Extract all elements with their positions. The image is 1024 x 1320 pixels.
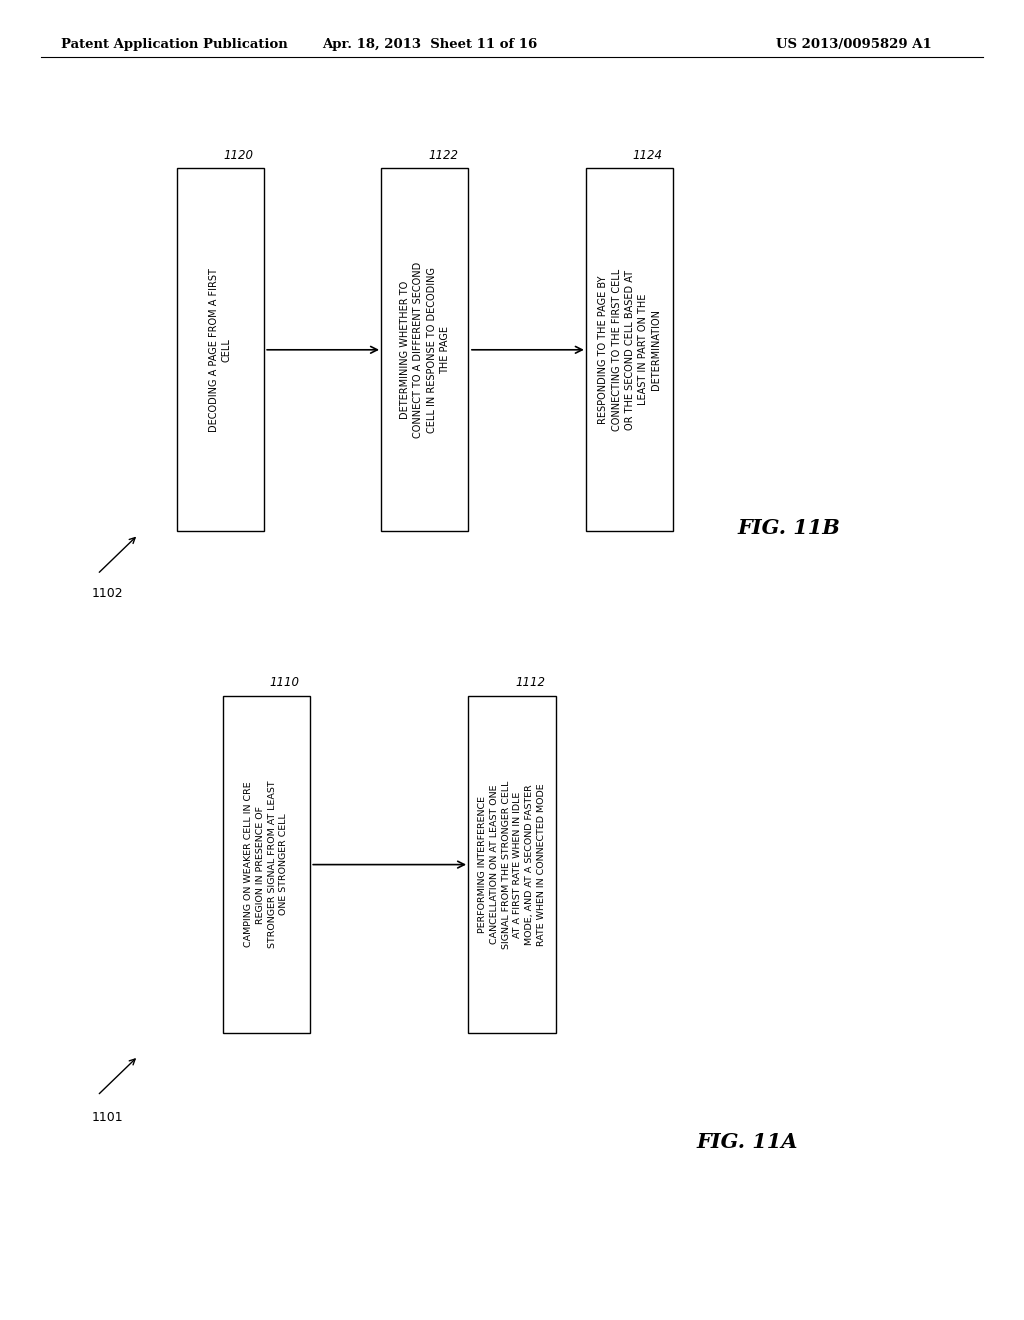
Text: 1102: 1102 xyxy=(92,587,124,601)
Text: Patent Application Publication: Patent Application Publication xyxy=(61,38,288,51)
Text: 1110: 1110 xyxy=(269,676,299,689)
Bar xyxy=(381,168,469,532)
Text: 1101: 1101 xyxy=(92,1111,124,1125)
Text: DETERMINING WHETHER TO
CONNECT TO A DIFFERENT SECOND
CELL IN RESPONSE TO DECODIN: DETERMINING WHETHER TO CONNECT TO A DIFF… xyxy=(400,261,450,438)
Text: FIG. 11B: FIG. 11B xyxy=(737,517,840,539)
Text: 1120: 1120 xyxy=(223,149,253,162)
Bar xyxy=(176,168,264,532)
Text: 1122: 1122 xyxy=(428,149,458,162)
Bar xyxy=(586,168,674,532)
Text: CAMPING ON WEAKER CELL IN CRE
REGION IN PRESENCE OF
STRONGER SIGNAL FROM AT LEAS: CAMPING ON WEAKER CELL IN CRE REGION IN … xyxy=(244,781,289,948)
Bar xyxy=(469,697,555,1032)
Text: 1112: 1112 xyxy=(515,676,545,689)
Text: RESPONDING TO THE PAGE BY
CONNECTING TO THE FIRST CELL
OR THE SECOND CELL BASED : RESPONDING TO THE PAGE BY CONNECTING TO … xyxy=(598,269,662,430)
Text: US 2013/0095829 A1: US 2013/0095829 A1 xyxy=(776,38,932,51)
Bar xyxy=(223,697,309,1032)
Text: FIG. 11A: FIG. 11A xyxy=(696,1131,798,1152)
Text: DECODING A PAGE FROM A FIRST
CELL: DECODING A PAGE FROM A FIRST CELL xyxy=(209,268,231,432)
Text: Apr. 18, 2013  Sheet 11 of 16: Apr. 18, 2013 Sheet 11 of 16 xyxy=(323,38,538,51)
Text: PERFORMING INTERFERENCE
CANCELLATION ON AT LEAST ONE
SIGNAL FROM THE STRONGER CE: PERFORMING INTERFERENCE CANCELLATION ON … xyxy=(478,780,546,949)
Text: 1124: 1124 xyxy=(633,149,663,162)
